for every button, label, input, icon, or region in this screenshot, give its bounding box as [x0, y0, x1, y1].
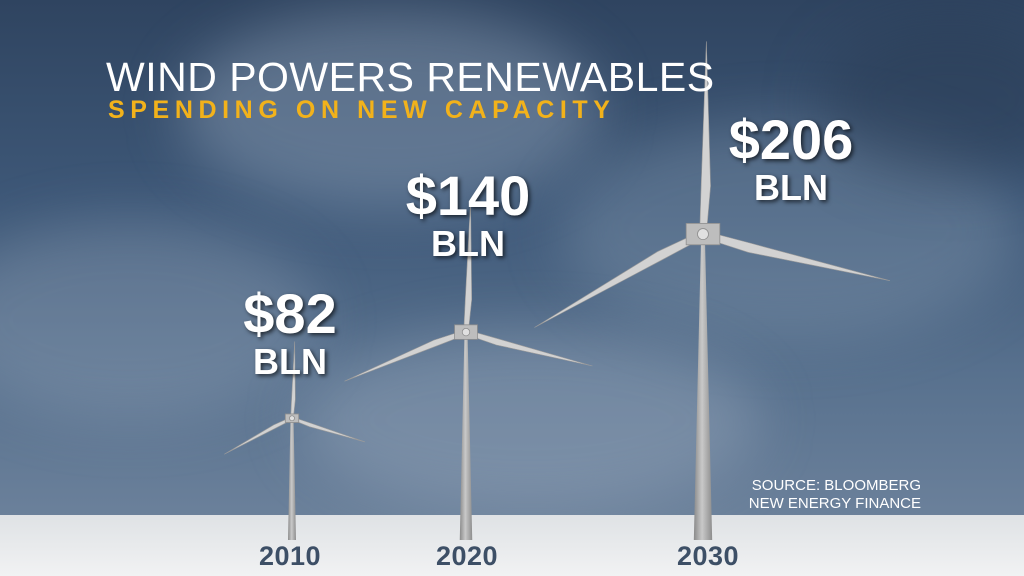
x-tick-label-2020: 2020 — [435, 541, 499, 571]
value-label-2030: $206 BLN — [729, 112, 854, 206]
turbine-blade — [701, 230, 891, 282]
chart-title: WIND POWERS RENEWABLES — [106, 54, 715, 100]
turbine-hub — [461, 327, 471, 337]
cloud — [0, 220, 320, 420]
x-tick-label-2030: 2030 — [676, 541, 740, 571]
turbine-hub — [697, 228, 709, 240]
turbine-blade — [534, 230, 706, 328]
value-amount: $82 — [243, 282, 337, 345]
turbine-tower — [693, 234, 713, 540]
turbine-2010 — [224, 341, 366, 540]
turbine-blade — [344, 329, 468, 382]
cloud — [180, 10, 600, 210]
chart-subtitle: SPENDING ON NEW CAPACITY — [108, 96, 616, 124]
value-unit: BLN — [753, 167, 828, 208]
source-note: SOURCE: BLOOMBERG NEW ENERGY FINANCE — [749, 477, 921, 513]
cloud — [820, 20, 1024, 180]
turbine-blade — [465, 329, 593, 367]
value-label-2020: $140 BLN — [406, 168, 531, 262]
source-line-1: SOURCE: BLOOMBERG — [751, 477, 921, 494]
turbine-tower — [288, 418, 296, 540]
x-tick-label-2010: 2010 — [258, 541, 322, 571]
value-amount: $140 — [405, 164, 531, 227]
turbine-hub — [289, 415, 295, 422]
value-unit: BLN — [430, 223, 505, 264]
turbine-2020 — [344, 201, 593, 540]
turbine-blade — [224, 416, 294, 455]
cloud — [300, 330, 760, 510]
value-amount: $206 — [728, 108, 854, 171]
value-label-2010: $82 BLN — [243, 286, 336, 380]
ground — [0, 515, 1024, 576]
turbine-2030 — [534, 41, 891, 540]
cloud — [560, 120, 1020, 340]
value-unit: BLN — [253, 341, 327, 382]
source-line-2: NEW ENERGY FINANCE — [748, 495, 921, 512]
turbine-tower — [459, 332, 473, 540]
turbine-blade — [291, 416, 366, 443]
